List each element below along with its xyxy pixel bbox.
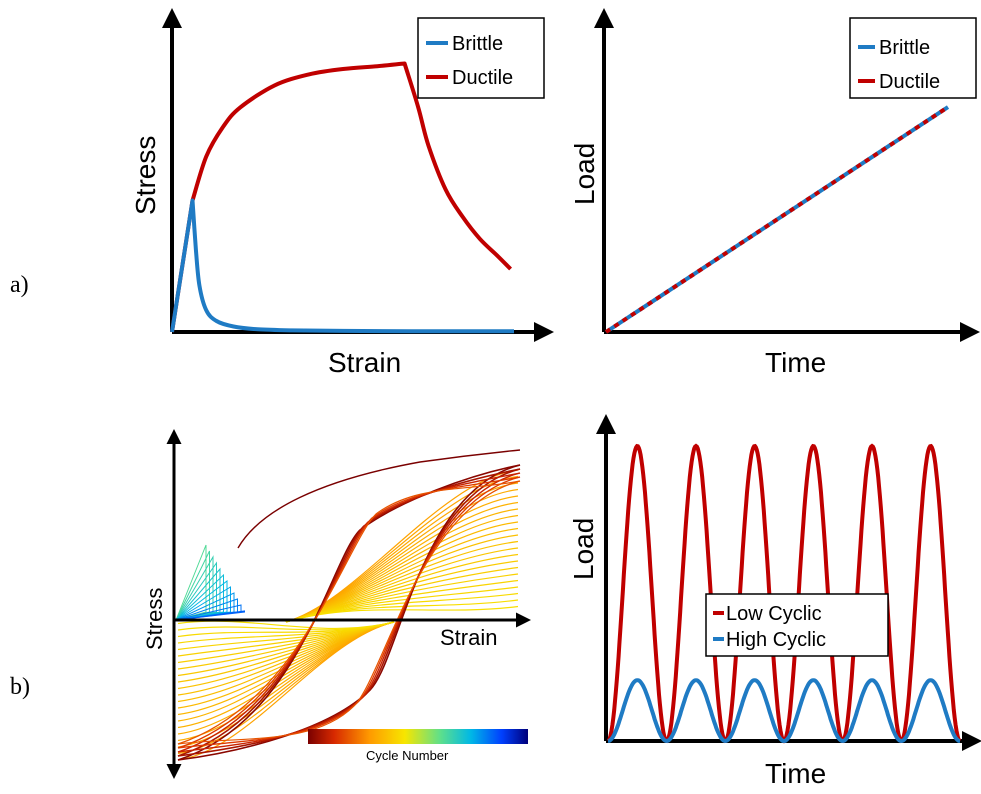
y-axis-label: Stress <box>130 136 161 215</box>
series-line-high-cyclic <box>607 678 961 744</box>
loop-line <box>177 472 521 753</box>
panel-label-a: a) <box>10 272 29 298</box>
loop-line <box>177 476 521 749</box>
y-axis-label: Load <box>568 518 599 580</box>
colorbar-label: Cycle Number <box>366 748 449 763</box>
loop-line <box>175 610 245 621</box>
series-line-brittle <box>170 198 514 334</box>
x-axis-label: Strain <box>328 347 401 378</box>
legend-box <box>849 17 977 99</box>
chart-a-right: Time Load Brittle Ductile <box>569 8 980 378</box>
legend-box <box>417 17 545 99</box>
legend-entry-ductile: Ductile <box>452 67 513 89</box>
loop-line <box>285 488 519 623</box>
loop-line <box>177 621 395 748</box>
loop-line <box>177 472 521 753</box>
legend-entry-brittle: Brittle <box>879 37 930 59</box>
loop-line <box>177 464 521 761</box>
y-axis-label: Load <box>569 143 600 205</box>
legend-entry-ductile: Ductile <box>879 71 940 93</box>
legend: Low Cyclic High Cyclic <box>705 593 889 657</box>
series-line-ductile <box>604 105 950 334</box>
loop-line <box>177 480 521 745</box>
legend: Brittle Ductile <box>417 17 545 99</box>
series-line-ductile <box>170 61 513 333</box>
legend-entry-brittle: Brittle <box>452 33 503 55</box>
loop-line <box>177 480 521 745</box>
y-axis-label: Stress <box>142 588 167 650</box>
loop-line <box>174 555 214 621</box>
legend-entry-high-cyclic: High Cyclic <box>726 629 826 651</box>
series-group <box>604 105 950 334</box>
hysteresis-loops <box>174 449 521 761</box>
legend-box <box>705 593 889 657</box>
series-group <box>606 443 962 744</box>
loop-line <box>177 468 521 757</box>
series-group <box>170 61 514 334</box>
x-axis-label: Time <box>765 758 826 789</box>
loop-line <box>174 561 217 621</box>
loop-line <box>285 605 519 623</box>
loop-line <box>237 449 521 549</box>
loop-line <box>177 621 395 729</box>
x-axis-label: Time <box>765 347 826 378</box>
loop-line <box>285 501 519 623</box>
legend-entry-low-cyclic: Low Cyclic <box>726 603 822 625</box>
chart-b-left: Strain Stress Cycle Number <box>142 429 531 779</box>
chart-a-left: Strain Stress Brittle Ductile <box>130 8 554 378</box>
colorbar <box>308 729 528 744</box>
loop-line <box>177 468 521 757</box>
x-axis-label: Strain <box>440 625 497 650</box>
chart-b-right: Time Load Low Cyclic High Cyclic <box>568 414 981 789</box>
panel-label-b: b) <box>10 674 30 700</box>
loop-line <box>177 476 521 749</box>
loop-line <box>177 464 521 761</box>
legend: Brittle Ductile <box>849 17 977 99</box>
